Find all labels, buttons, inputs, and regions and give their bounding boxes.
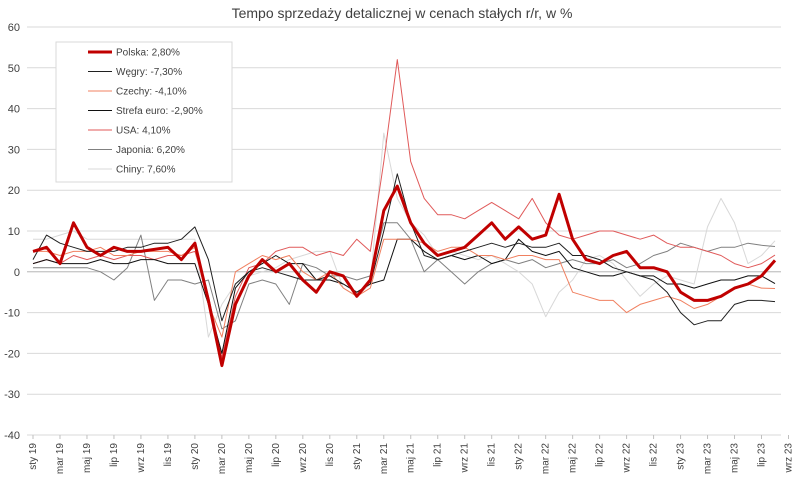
y-tick-label: 0	[14, 267, 20, 279]
x-tick-label: mar 20	[217, 443, 228, 475]
x-tick-label: mar 21	[379, 443, 390, 475]
y-tick-label: -40	[4, 430, 20, 442]
x-tick-label: lis 21	[487, 443, 498, 467]
x-tick-label: lip 19	[109, 443, 120, 467]
y-tick-label: 60	[8, 22, 20, 34]
x-tick-label: wrz 21	[460, 443, 471, 474]
x-tick-label: sty 21	[352, 443, 363, 470]
y-tick-label: 10	[8, 226, 20, 238]
y-axis: -40 -30 -20 -10 0 10 20 30 40 50 60	[4, 22, 20, 442]
x-tick-label: mar 22	[541, 443, 552, 475]
series-line	[33, 238, 776, 338]
legend: Polska: 2,80% Węgry: -7,30% Czechy: -4,10%…	[55, 41, 233, 183]
x-tick-label: lip 20	[271, 443, 282, 467]
series-lines	[32, 59, 777, 368]
x-tick-label: lip 21	[433, 443, 444, 467]
legend-label: Japonia: 6,20%	[116, 145, 185, 156]
series-line	[32, 184, 777, 368]
x-tick-label: lis 19	[163, 443, 174, 467]
y-tick-label: -30	[4, 389, 20, 401]
legend-label: USA: 4,10%	[116, 126, 171, 137]
series-line	[33, 132, 776, 338]
x-tick-label: lip 22	[595, 443, 606, 467]
legend-label: Polska: 2,80%	[116, 48, 180, 59]
x-tick-label: sty 23	[676, 443, 687, 470]
x-tick-label: maj 19	[82, 443, 93, 473]
chart-title: Tempo sprzedaży detalicznej w cenach sta…	[231, 5, 573, 21]
legend-label: Węgry: -7,30%	[116, 67, 182, 78]
x-tick-label: maj 22	[568, 443, 579, 473]
y-tick-label: 50	[8, 63, 20, 75]
y-tick-label: 30	[8, 144, 20, 156]
legend-label: Chiny: 7,60%	[116, 165, 176, 176]
legend-label: Czechy: -4,10%	[116, 87, 187, 98]
x-tick-label: mar 19	[55, 443, 66, 475]
series-line	[32, 59, 776, 358]
x-tick-label: sty 20	[190, 443, 201, 470]
x-tick-label: maj 21	[406, 443, 417, 473]
x-tick-label: maj 20	[244, 443, 255, 473]
x-tick-label: wrz 19	[136, 443, 147, 474]
x-tick-label: sty 19	[28, 443, 39, 470]
x-tick-label: lip 23	[757, 443, 768, 467]
series-line	[33, 222, 776, 330]
series-line	[32, 173, 776, 326]
x-tick-label: lis 22	[649, 443, 660, 467]
y-tick-label: -10	[4, 308, 20, 320]
x-tick-label: lis 20	[325, 443, 336, 467]
y-tick-label: -20	[4, 348, 20, 360]
x-tick-label: wrz 22	[622, 443, 633, 474]
x-tick-label: maj 23	[730, 443, 741, 473]
x-tick-label: sty 22	[514, 443, 525, 470]
x-tick-label: mar 23	[703, 443, 714, 475]
legend-box	[55, 41, 233, 183]
x-tick-label: wrz 20	[298, 443, 309, 474]
legend-label: Strefa euro: -2,90%	[116, 106, 203, 117]
x-tick-label: wrz 23	[783, 443, 794, 474]
y-tick-label: 20	[8, 185, 20, 197]
x-axis: sty 19 mar 19 maj 19 lip 19 wrz 19 lis 19 sty …	[28, 435, 794, 475]
y-tick-label: 40	[8, 104, 20, 116]
